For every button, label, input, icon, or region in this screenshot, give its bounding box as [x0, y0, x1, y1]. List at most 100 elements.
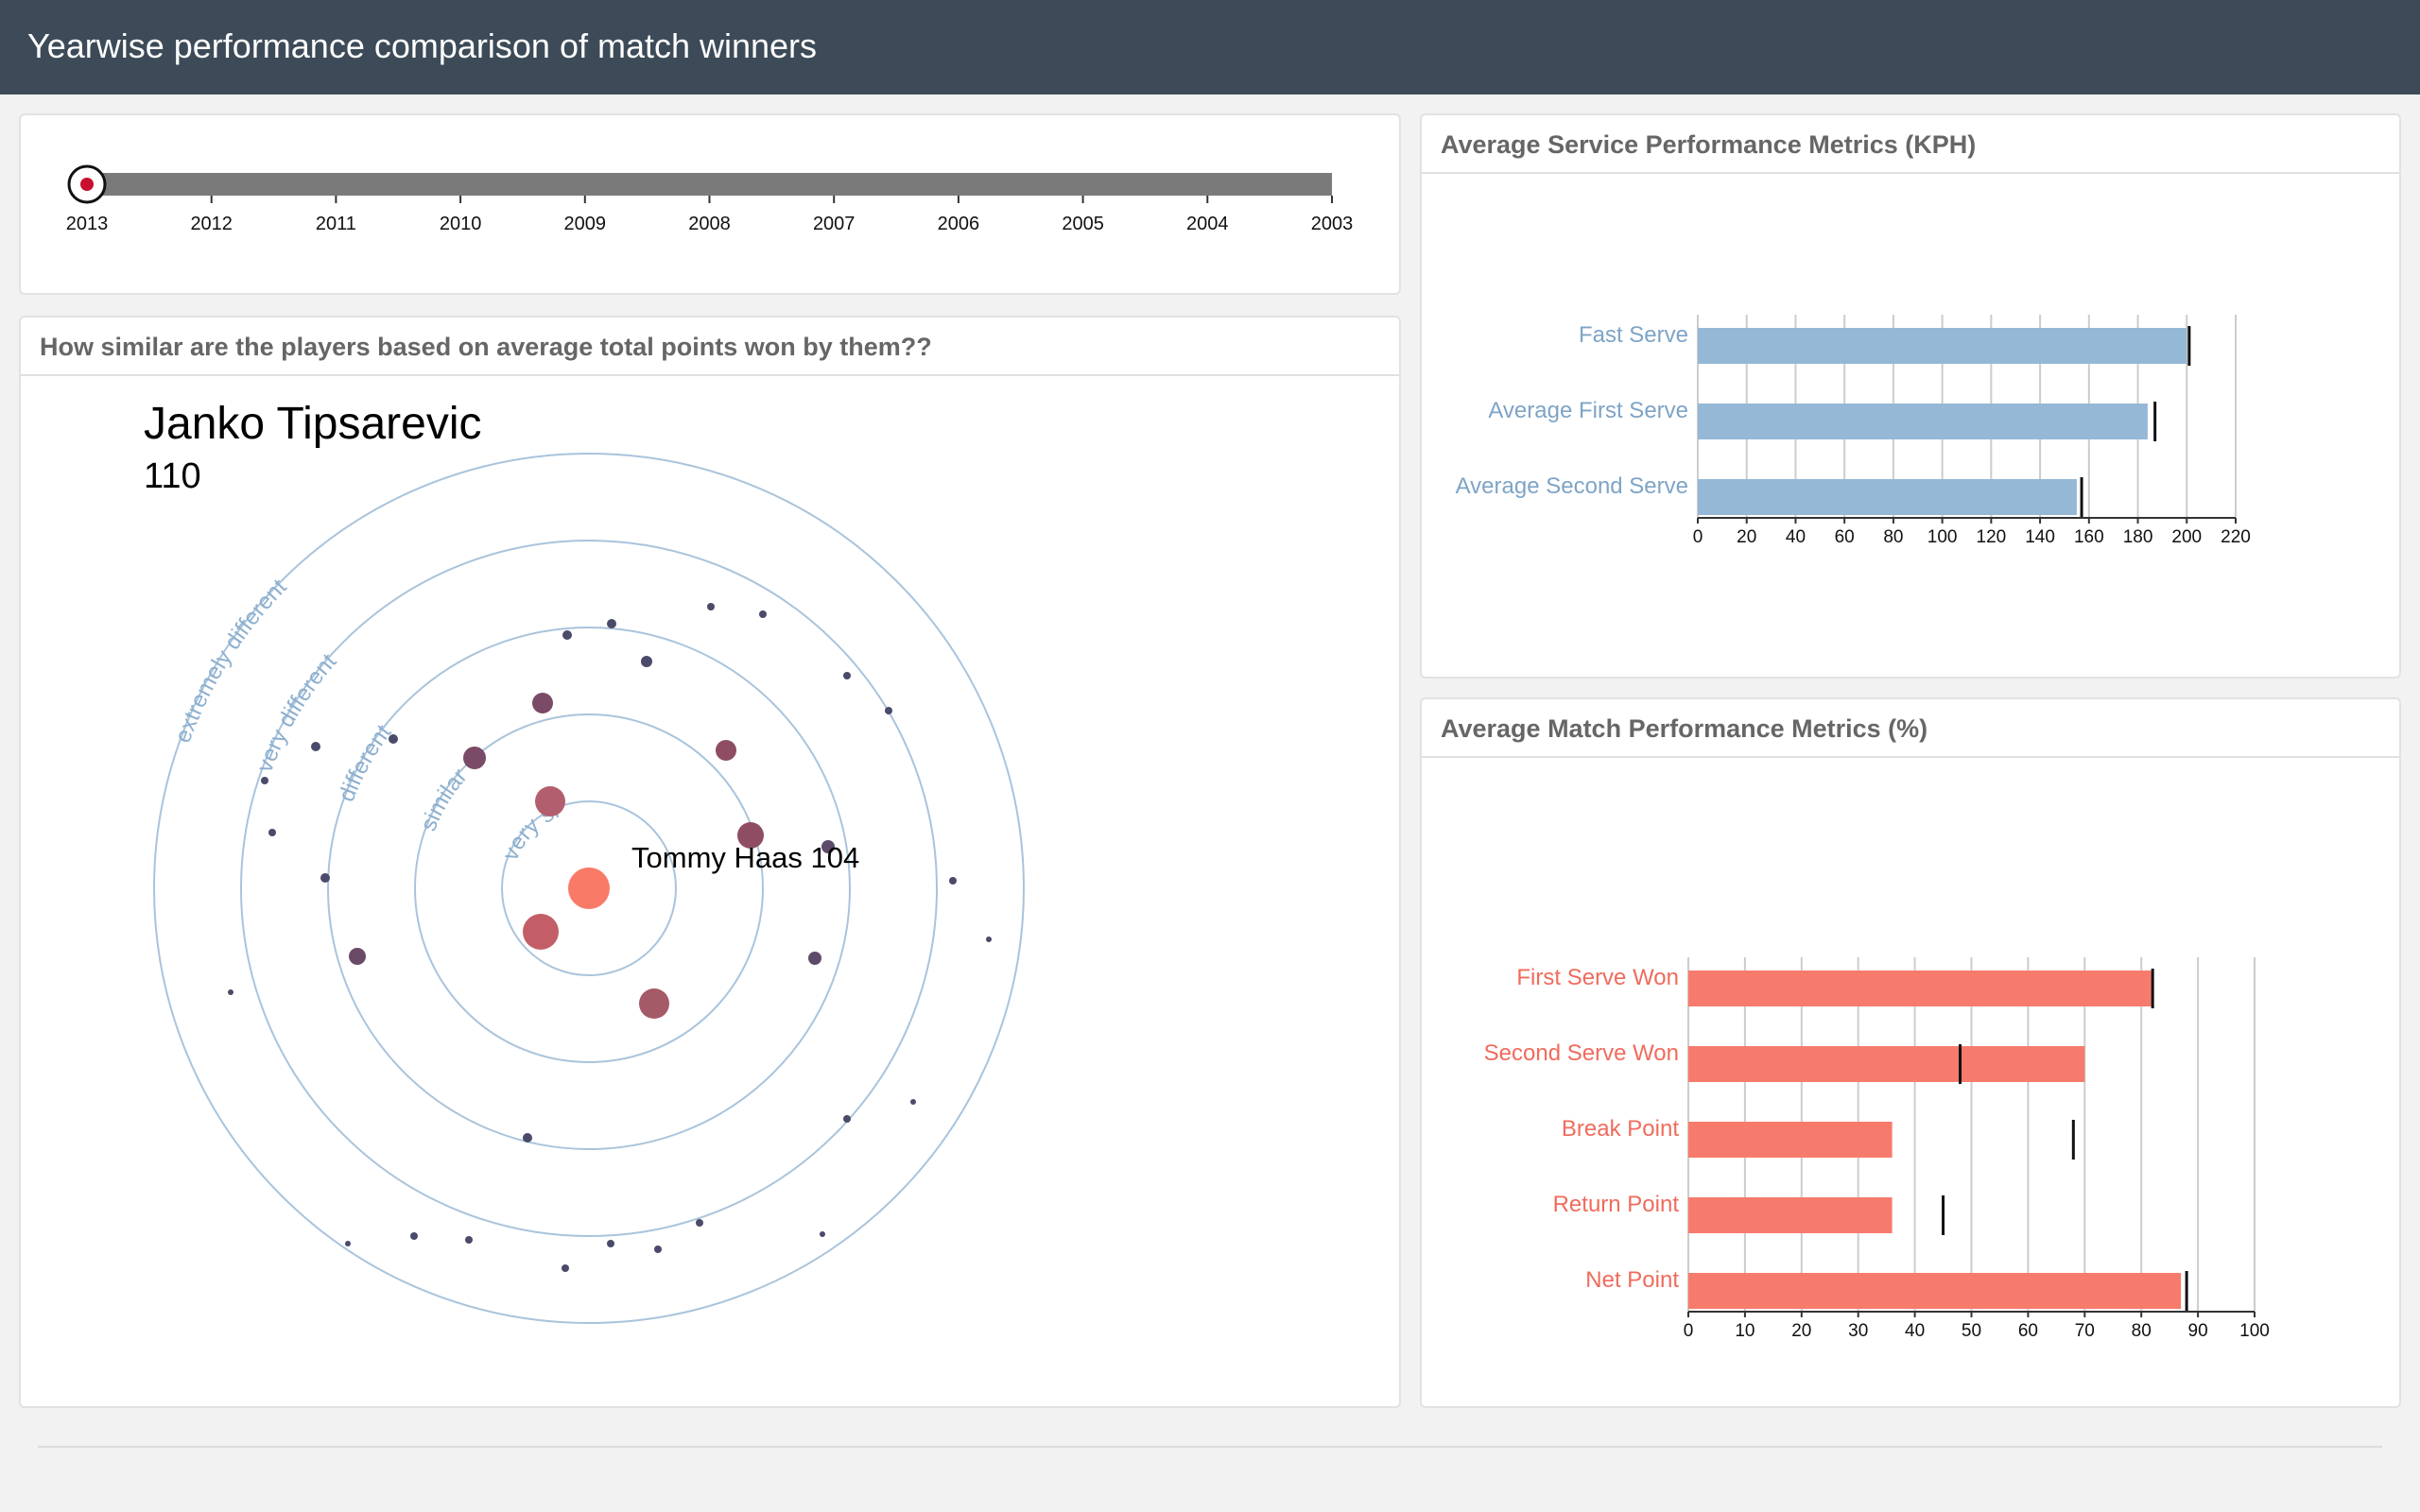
year-label[interactable]: 2004	[1186, 214, 1229, 234]
player-dot[interactable]	[535, 786, 565, 816]
similarity-ring	[501, 800, 677, 976]
x-tick-label: 160	[2074, 527, 2104, 547]
player-dot[interactable]	[311, 742, 320, 751]
player-dot[interactable]	[389, 734, 398, 744]
player-dot[interactable]	[949, 877, 957, 885]
player-dot[interactable]	[821, 840, 835, 853]
year-label[interactable]: 2007	[813, 214, 856, 234]
player-dot[interactable]	[463, 747, 486, 769]
year-label[interactable]: 2013	[66, 214, 109, 234]
year-label[interactable]: 2012	[190, 214, 233, 234]
x-tick-label: 30	[1848, 1321, 1868, 1341]
player-dot[interactable]	[737, 822, 764, 849]
x-tick-label: 0	[1684, 1321, 1694, 1341]
match-panel-header: Average Match Performance Metrics (%)	[1422, 699, 2399, 758]
category-label: Return Point	[1553, 1192, 1680, 1217]
year-label[interactable]: 2006	[938, 214, 980, 234]
category-label: Second Serve Won	[1484, 1040, 1679, 1066]
x-tick-label: 70	[2075, 1321, 2095, 1341]
player-dot[interactable]	[562, 1264, 569, 1272]
player-dot[interactable]	[654, 1246, 662, 1253]
player-dot[interactable]	[228, 989, 233, 995]
page-title: Yearwise performance comparison of match…	[27, 26, 818, 65]
player-dot[interactable]	[465, 1236, 473, 1244]
player-dot[interactable]	[607, 619, 616, 628]
player-dot[interactable]	[843, 672, 851, 679]
category-label: Break Point	[1562, 1116, 1679, 1142]
selected-player-name: Janko Tipsarevic	[144, 399, 482, 449]
x-tick-label: 10	[1735, 1321, 1754, 1341]
category-label: Fast Serve	[1579, 322, 1688, 348]
ring-label-text: very different	[251, 649, 341, 776]
player-dot[interactable]	[562, 630, 572, 640]
player-dot[interactable]	[910, 1099, 916, 1105]
service-panel: Average Service Performance Metrics (KPH…	[1420, 113, 2401, 679]
category-label: Net Point	[1585, 1267, 1679, 1293]
year-label[interactable]: 2008	[688, 214, 731, 234]
player-dot[interactable]	[696, 1219, 703, 1227]
category-label: First Serve Won	[1516, 965, 1679, 990]
ring-label-text: similar	[416, 764, 473, 834]
player-dot[interactable]	[568, 868, 610, 909]
year-label[interactable]: 2009	[564, 214, 607, 234]
slider-track	[87, 173, 1332, 196]
player-dot[interactable]	[843, 1115, 851, 1123]
category-label: Average Second Serve	[1456, 473, 1688, 499]
player-dot[interactable]	[523, 1133, 532, 1143]
x-tick-label: 220	[2221, 527, 2251, 547]
ring-label-text: very similar	[21, 376, 562, 865]
player-dot[interactable]	[523, 914, 559, 950]
player-dot[interactable]	[268, 829, 276, 836]
player-dot[interactable]	[716, 740, 736, 761]
bar[interactable]	[1688, 1046, 2085, 1082]
x-tick-label: 120	[1977, 527, 2007, 547]
player-dot[interactable]	[986, 936, 992, 942]
player-dot[interactable]	[607, 1240, 614, 1247]
x-tick-label: 140	[2025, 527, 2055, 547]
player-dot[interactable]	[759, 610, 767, 618]
player-dot[interactable]	[345, 1241, 351, 1246]
year-slider[interactable]: 2013 2012 2011 2010 2009 2008 2007 2006 2005 2004…	[21, 115, 1401, 295]
hover-player-label: Tommy Haas 104	[631, 841, 859, 874]
footer-divider	[38, 1446, 2382, 1448]
ring-label: similar	[416, 764, 473, 834]
bar[interactable]	[1688, 971, 2153, 1006]
header-bar: Yearwise performance comparison of match…	[0, 0, 2420, 94]
x-tick-label: 20	[1737, 527, 1756, 547]
x-tick-label: 20	[1791, 1321, 1811, 1341]
bar[interactable]	[1688, 1197, 1893, 1233]
category-label: Average First Serve	[1488, 398, 1688, 423]
player-dot[interactable]	[885, 707, 892, 714]
player-dot[interactable]	[641, 656, 652, 667]
match-panel-title: Average Match Performance Metrics (%)	[1441, 714, 1928, 743]
similarity-panel-title: How similar are the players based on ave…	[40, 333, 932, 361]
x-tick-label: 90	[2188, 1321, 2208, 1341]
player-dot[interactable]	[808, 952, 821, 965]
year-label[interactable]: 2010	[440, 214, 482, 234]
year-label[interactable]: 2003	[1311, 214, 1354, 234]
player-dot[interactable]	[261, 777, 268, 784]
player-dot[interactable]	[410, 1232, 418, 1240]
bar[interactable]	[1688, 1273, 2182, 1309]
service-bar-chart: 0 20 40 60 80 100 120 140 160 180 200 220 Fast Serve…	[1456, 315, 2251, 547]
ring-label: very similar	[21, 376, 562, 865]
bar[interactable]	[1688, 1122, 1893, 1158]
player-dot[interactable]	[532, 693, 553, 713]
year-label[interactable]: 2011	[316, 214, 356, 234]
player-dot[interactable]	[707, 603, 715, 610]
x-tick-label: 80	[1883, 527, 1903, 547]
bar[interactable]	[1698, 479, 2077, 515]
player-dot[interactable]	[820, 1231, 825, 1237]
player-dot[interactable]	[349, 948, 366, 965]
player-dot[interactable]	[320, 873, 330, 883]
similarity-ring	[240, 540, 938, 1237]
x-tick-label: 100	[2239, 1321, 2270, 1341]
year-label[interactable]: 2005	[1062, 214, 1104, 234]
x-tick-label: 60	[1835, 527, 1855, 547]
player-dot[interactable]	[639, 988, 669, 1019]
bar[interactable]	[1698, 404, 2148, 439]
bar[interactable]	[1698, 328, 2187, 364]
selected-player-points: 110	[144, 456, 201, 496]
x-tick-label: 180	[2123, 527, 2153, 547]
